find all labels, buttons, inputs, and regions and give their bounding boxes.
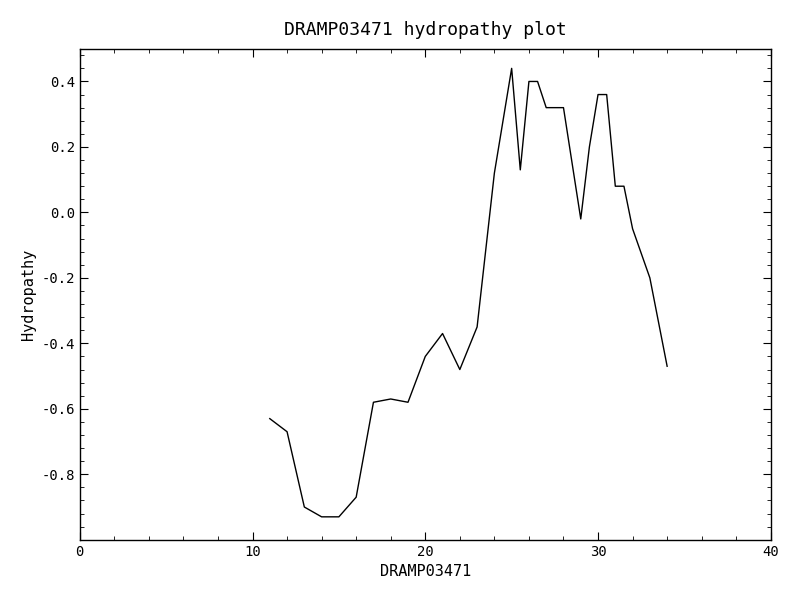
Title: DRAMP03471 hydropathy plot: DRAMP03471 hydropathy plot <box>284 21 566 39</box>
X-axis label: DRAMP03471: DRAMP03471 <box>380 564 471 579</box>
Y-axis label: Hydropathy: Hydropathy <box>21 248 36 340</box>
